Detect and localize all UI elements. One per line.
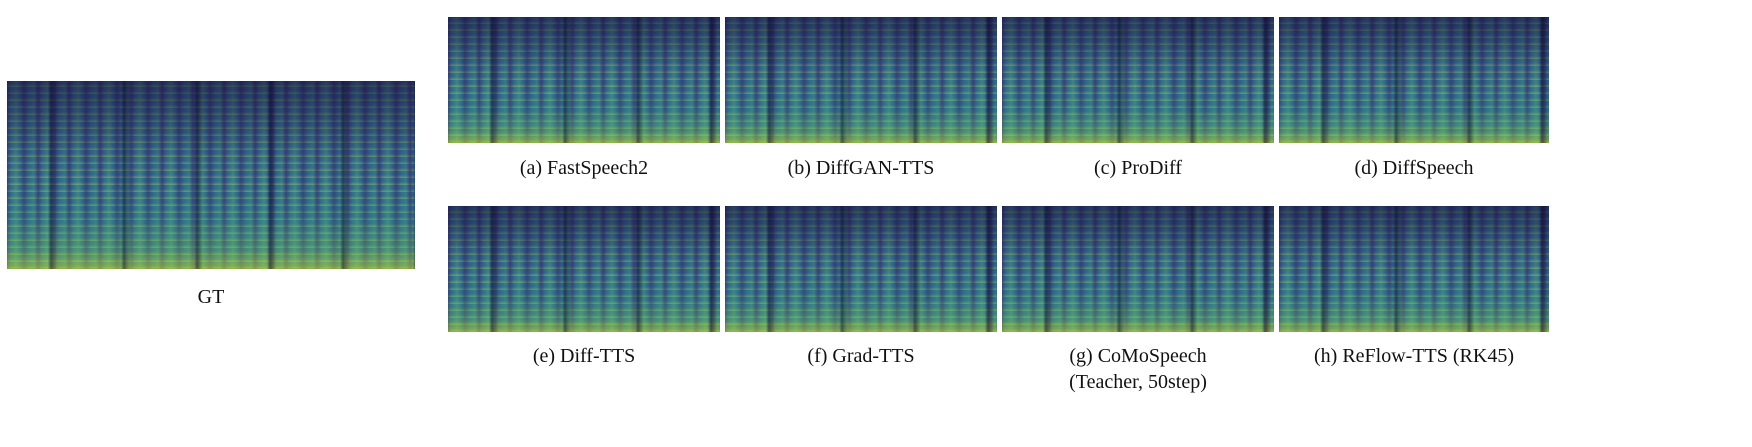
spectrogram-diff-tts [448, 206, 720, 332]
caption-diffspeech: (d) DiffSpeech [1354, 157, 1474, 179]
spectrogram-prodiff [1002, 17, 1274, 143]
caption-reflow-tts: (h) ReFlow-TTS (RK45) [1314, 345, 1514, 367]
caption-comospeech: (g) CoMoSpeech [1069, 345, 1207, 367]
caption-fastspeech2: (a) FastSpeech2 [519, 157, 649, 179]
caption-grad-tts: (f) Grad-TTS [807, 345, 915, 367]
spectrogram-fastspeech2 [448, 17, 720, 143]
caption-comospeech-line2: (Teacher, 50step) [1069, 371, 1207, 393]
spectrogram-reflow-tts [1279, 206, 1549, 332]
spectrogram-grad-tts [725, 206, 997, 332]
spectrogram-comospeech [1002, 206, 1274, 332]
caption-diff-tts: (e) Diff-TTS [532, 345, 636, 367]
caption-gt: GT [197, 286, 225, 308]
spectrogram-diffspeech [1279, 17, 1549, 143]
spectrogram-diffgan-tts [725, 17, 997, 143]
caption-prodiff: (c) ProDiff [1094, 157, 1182, 179]
caption-diffgan-tts: (b) DiffGAN-TTS [787, 157, 935, 179]
spectrogram-gt [7, 81, 415, 269]
